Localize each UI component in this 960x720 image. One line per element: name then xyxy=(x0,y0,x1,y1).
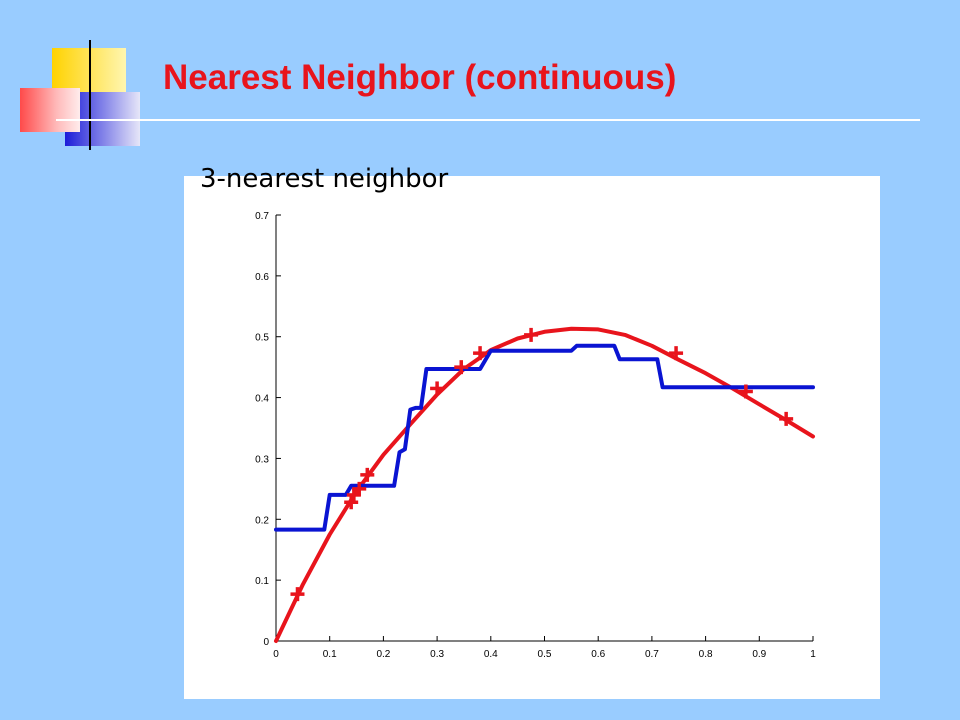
y-tick-label: 0.2 xyxy=(255,515,269,526)
y-tick-label: 0.3 xyxy=(255,454,269,465)
title-divider xyxy=(56,119,920,121)
slide-title: Nearest Neighbor (continuous) xyxy=(163,58,677,97)
x-tick-label: 0.1 xyxy=(323,649,337,660)
x-tick-label: 0.9 xyxy=(752,649,766,660)
y-tick-label: 0.5 xyxy=(255,333,269,344)
data-point-marker xyxy=(779,411,794,426)
y-tick-label: 0.1 xyxy=(255,576,269,587)
y-tick-label: 0.4 xyxy=(255,394,269,405)
x-tick-label: 0.4 xyxy=(484,649,498,660)
x-tick-label: 0.2 xyxy=(376,649,390,660)
y-tick-label: 0 xyxy=(263,637,269,648)
logo-red-square xyxy=(20,88,80,132)
data-point-marker xyxy=(473,346,488,361)
x-tick-label: 0.6 xyxy=(591,649,605,660)
x-tick-label: 1 xyxy=(810,649,816,660)
plot-caption: 3-nearest neighbor xyxy=(200,164,449,194)
data-point-marker xyxy=(344,495,359,510)
data-point-marker xyxy=(352,481,367,496)
knn-step-line xyxy=(274,343,815,532)
x-tick-label: 0.5 xyxy=(538,649,552,660)
regression-curve xyxy=(274,326,815,643)
x-tick-label: 0.7 xyxy=(645,649,659,660)
data-point-marker xyxy=(669,346,684,361)
data-point-marker xyxy=(454,360,469,375)
data-point-marker xyxy=(738,384,753,399)
plot-panel xyxy=(184,176,880,699)
x-tick-label: 0.3 xyxy=(430,649,444,660)
x-tick-label: 0.8 xyxy=(699,649,713,660)
data-point-marker xyxy=(430,381,445,396)
data-point-marker xyxy=(360,467,375,482)
y-tick-label: 0.6 xyxy=(255,272,269,283)
y-tick-label: 0.7 xyxy=(255,211,269,222)
data-point-marker xyxy=(524,327,539,342)
x-tick-label: 0 xyxy=(273,649,279,660)
data-point-marker xyxy=(290,587,305,602)
